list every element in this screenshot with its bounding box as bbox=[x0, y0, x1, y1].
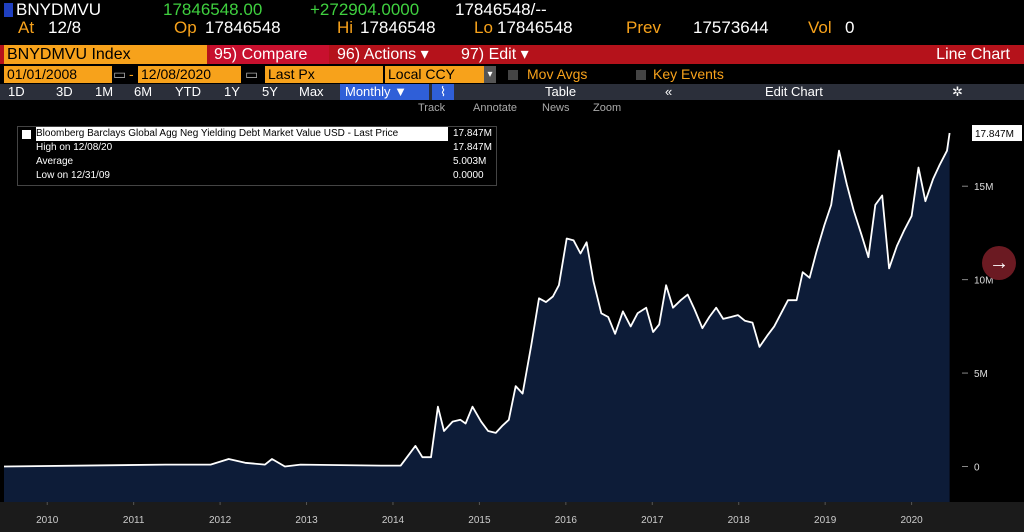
table-button[interactable]: Table bbox=[545, 84, 577, 99]
currency-select[interactable]: Local CCY bbox=[385, 66, 484, 83]
legend-title: Bloomberg Barclays Global Agg Neg Yieldi… bbox=[36, 127, 448, 141]
end-date[interactable]: 12/08/2020 bbox=[138, 66, 241, 83]
right-axis-area bbox=[966, 118, 1024, 502]
range-button[interactable]: 3D bbox=[56, 84, 73, 99]
prev-label: Prev bbox=[626, 19, 661, 37]
actions-menu[interactable]: 96) Actions ▾ bbox=[337, 46, 429, 63]
x-tick-label: 2015 bbox=[468, 515, 491, 526]
x-tick-label: 2019 bbox=[814, 515, 837, 526]
compare-menu[interactable]: 95) Compare bbox=[210, 45, 329, 64]
start-date[interactable]: 01/01/2008 bbox=[4, 66, 112, 83]
calendar-icon[interactable]: ▭ bbox=[113, 66, 125, 82]
chart: 17.847M 0 5M 10M 15M 2010 2011 2012 2013 2014 2015… bbox=[0, 118, 1024, 532]
ticker: BNYDMVU bbox=[16, 1, 102, 19]
legend-row-label: Average bbox=[36, 156, 74, 167]
op-value: 17846548 bbox=[205, 19, 281, 37]
legend: Bloomberg Barclays Global Agg Neg Yieldi… bbox=[17, 126, 497, 186]
x-tick-label: 2016 bbox=[555, 515, 578, 526]
x-tick-label: 2013 bbox=[295, 515, 318, 526]
checkbox[interactable] bbox=[508, 70, 518, 80]
x-tick-label: 2012 bbox=[209, 515, 232, 526]
at-value: 12/8 bbox=[48, 19, 82, 37]
vol-label: Vol bbox=[808, 19, 832, 37]
next-arrow[interactable]: → bbox=[982, 246, 1016, 280]
axis-strip bbox=[0, 502, 1024, 532]
range-button[interactable]: YTD bbox=[175, 84, 201, 99]
last-price: 17846548.00 bbox=[163, 1, 263, 19]
tool-button[interactable]: Zoom bbox=[593, 102, 622, 114]
x-tick-label: 2010 bbox=[36, 515, 59, 526]
x-tick-label: 2020 bbox=[900, 515, 923, 526]
price-line bbox=[3, 132, 951, 468]
field-select[interactable]: Last Px bbox=[265, 66, 383, 83]
tool-button[interactable]: Track bbox=[418, 102, 446, 114]
collapse-icon[interactable]: « bbox=[665, 84, 673, 99]
edit-menu[interactable]: 97) Edit ▾ bbox=[461, 46, 529, 63]
legend-row-label: High on 12/08/20 bbox=[36, 141, 113, 155]
calendar-icon[interactable]: ▭ bbox=[245, 66, 259, 82]
x-tick-label: 2011 bbox=[123, 515, 145, 526]
view-name: Line Chart bbox=[936, 46, 1010, 63]
x-tick-label: 2017 bbox=[641, 515, 664, 526]
ticker-marker bbox=[4, 3, 13, 17]
legend-row-value: 17.847M bbox=[453, 142, 492, 153]
lo-label: Lo bbox=[474, 19, 493, 37]
tool-button[interactable]: Annotate bbox=[473, 102, 518, 114]
hi-value: 17846548 bbox=[360, 19, 436, 37]
y-tick-label: 0 bbox=[974, 462, 980, 473]
range-button[interactable]: 1M bbox=[95, 84, 114, 99]
bid-ask: 17846548/-- bbox=[455, 1, 547, 19]
x-tick-label: 2014 bbox=[382, 515, 405, 526]
edit-chart[interactable]: Edit Chart bbox=[765, 84, 823, 99]
y-tick-label: 5M bbox=[974, 369, 988, 380]
vol-value: 0 bbox=[845, 19, 855, 37]
toolbar bbox=[0, 84, 1024, 100]
legend-row-label: Low on 12/31/09 bbox=[36, 169, 110, 183]
op-label: Op bbox=[174, 19, 197, 37]
area-fill bbox=[4, 133, 950, 502]
legend-swatch bbox=[22, 130, 31, 139]
y-tick-label: 10M bbox=[974, 276, 993, 287]
legend-row-value: 5.003M bbox=[453, 156, 487, 167]
prev-value: 17573644 bbox=[693, 19, 769, 37]
tool-button[interactable]: News bbox=[542, 102, 570, 114]
at-label: At bbox=[18, 19, 35, 37]
range-button[interactable]: 6M bbox=[134, 84, 153, 99]
security-field[interactable]: BNYDMVU Index bbox=[4, 45, 207, 64]
lo-value: 17846548 bbox=[497, 19, 573, 37]
key-events[interactable]: Key Events bbox=[653, 66, 724, 82]
dropdown-arrow[interactable]: ▾ bbox=[484, 66, 496, 83]
legend-title-value: 17.847M bbox=[453, 128, 492, 139]
mov-avgs[interactable]: Mov Avgs bbox=[527, 66, 588, 82]
x-tick-label: 2018 bbox=[728, 515, 751, 526]
legend-row-value: 0.0000 bbox=[453, 170, 484, 181]
y-tick-label: 15M bbox=[974, 182, 993, 193]
chart-type-icon[interactable]: ⌇ bbox=[432, 84, 454, 100]
settings-icon[interactable]: ✲ bbox=[952, 84, 963, 99]
date-separator: - bbox=[129, 66, 134, 82]
last-price-box bbox=[972, 125, 1022, 142]
hi-label: Hi bbox=[337, 19, 354, 37]
range-button[interactable]: Max bbox=[299, 84, 324, 99]
range-button[interactable]: 5Y bbox=[262, 84, 278, 99]
checkbox[interactable] bbox=[636, 70, 646, 80]
period-select[interactable]: Monthly ▼ bbox=[340, 84, 429, 100]
range-button[interactable]: 1Y bbox=[224, 84, 240, 99]
last-price-label: 17.847M bbox=[975, 129, 1014, 140]
range-button[interactable]: 1D bbox=[8, 84, 25, 99]
change: +272904.0000 bbox=[310, 1, 420, 19]
